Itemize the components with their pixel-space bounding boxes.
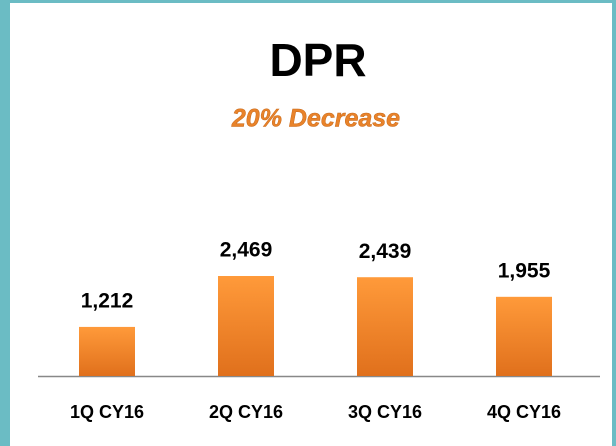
data-label: 2,469 (220, 239, 273, 262)
x-tick-label: 4Q CY16 (487, 402, 561, 422)
x-tick-label: 3Q CY16 (348, 402, 422, 422)
chart-title: DPR (269, 34, 366, 86)
data-label: 2,439 (359, 240, 412, 263)
bar (218, 276, 274, 376)
data-label: 1,212 (81, 289, 134, 312)
x-tick-label: 1Q CY16 (70, 402, 144, 422)
bar (496, 296, 552, 376)
chart-subtitle: 20% Decrease (231, 105, 400, 133)
x-tick-label: 2Q CY16 (209, 402, 283, 422)
data-label: 1,955 (498, 259, 551, 282)
bar (357, 277, 413, 376)
bar (79, 326, 135, 376)
